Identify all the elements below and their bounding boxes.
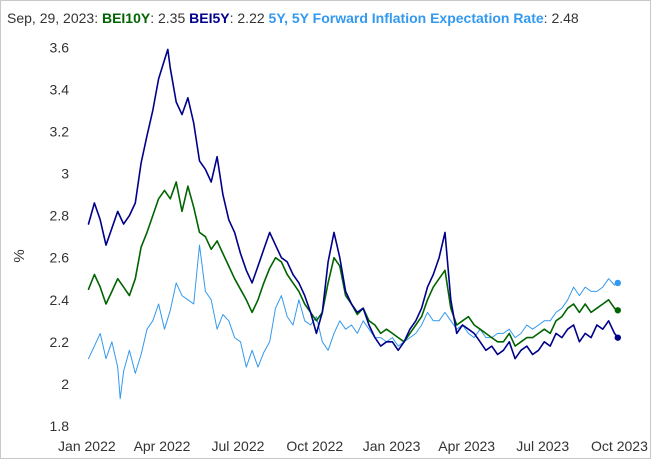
header-5y5y-name: 5Y, 5Y Forward Inflation Expectation Rat… — [269, 10, 544, 26]
header-bei10y-name: BEI10Y — [102, 10, 151, 26]
y-axis-label: % — [11, 249, 28, 262]
x-tick-label: Jul 2022 — [211, 438, 264, 454]
series-end-marker-bei10y — [614, 307, 621, 314]
series-end-marker-5y-5y-forward-inflation-expectation-rate — [614, 279, 621, 287]
x-tick-label: Apr 2022 — [134, 438, 191, 454]
y-tick-label: 2.4 — [50, 292, 70, 308]
header-bei5y-value: 2.22 — [237, 10, 264, 26]
x-tick-label: Oct 2023 — [591, 438, 648, 454]
header-bei10y-value: 2.35 — [158, 10, 185, 26]
y-tick-label: 3.6 — [50, 39, 70, 55]
header-bei10y-sep: : — [150, 10, 154, 26]
y-tick-label: 2 — [61, 376, 69, 392]
series-line-bei5y — [87, 48, 619, 360]
header-5y5y-sep: : — [544, 10, 548, 26]
header-bei5y-sep: : — [230, 10, 234, 26]
series-end-marker-bei5y — [614, 334, 621, 341]
header-bei5y-name: BEI5Y — [189, 10, 230, 26]
y-tick-label: 3.2 — [50, 123, 70, 139]
y-tick-label: 2.6 — [50, 250, 70, 266]
y-tick-label: 1.8 — [50, 418, 70, 434]
x-tick-label: Oct 2022 — [286, 438, 343, 454]
x-tick-label: Jan 2022 — [58, 438, 116, 454]
plot-area: 1.8 2 2.2 2.4 2.6 2.8 3 3.2 3.4 3.6 Jan 2022 Apr 20… — [50, 39, 649, 454]
series-line-5y-5y-forward-inflation-expectation-rate — [88, 244, 619, 400]
header-5y5y-value: 2.48 — [551, 10, 578, 26]
y-tick-label: 3.4 — [50, 81, 70, 97]
x-tick-label: Jan 2023 — [363, 438, 421, 454]
y-tick-label: 3 — [61, 166, 69, 182]
series-line-bei10y — [87, 181, 619, 347]
x-tick-label: Jul 2023 — [516, 438, 569, 454]
x-tick-label: Apr 2023 — [438, 438, 495, 454]
header-date: Sep, 29, 2023 — [7, 10, 94, 26]
y-tick-label: 2.2 — [50, 334, 70, 350]
y-tick-label: 2.8 — [50, 208, 70, 224]
header-date-sep: : — [94, 10, 98, 26]
chart-header: Sep, 29, 2023: BEI10Y: 2.35 BEI5Y: 2.22 … — [7, 10, 579, 26]
